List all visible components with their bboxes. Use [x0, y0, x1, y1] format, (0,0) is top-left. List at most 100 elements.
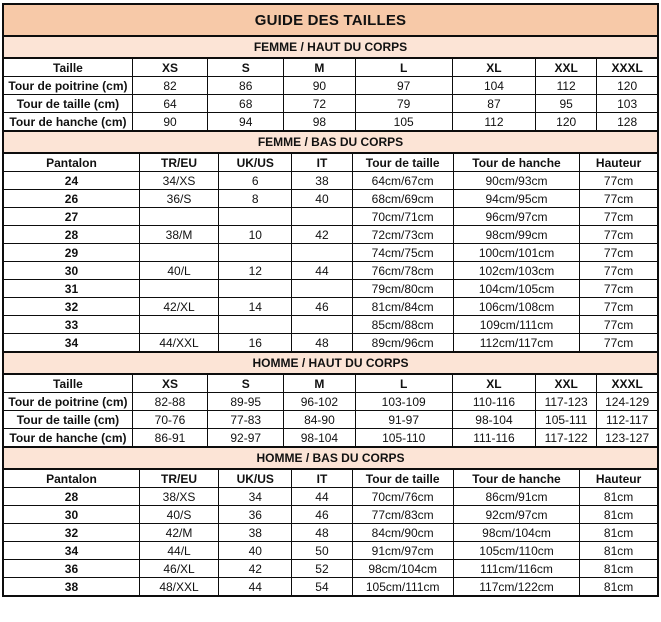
data-cell: 77cm [579, 171, 658, 190]
data-cell: 97 [354, 76, 453, 95]
data-cell [218, 315, 293, 334]
data-cell: 98cm/99cm [452, 225, 581, 244]
table-row: 36 46/XL 42 52 98cm/104cm 111cm/116cm 81cm [3, 559, 658, 578]
data-cell: 90cm/93cm [452, 171, 581, 190]
table-row: Tour de taille (cm) 64 68 72 79 87 95 103 [3, 94, 658, 113]
row-header-cell: 28 [3, 225, 140, 244]
size-guide-sheet: GUIDE DES TAILLES FEMME / HAUT DU CORPS … [2, 3, 659, 597]
data-cell: 44 [291, 261, 353, 280]
column-header: Tour de taille [351, 469, 454, 488]
row-header-cell: 29 [3, 243, 140, 262]
data-cell: 46 [291, 297, 353, 316]
data-cell: 48/XXL [138, 577, 220, 596]
row-header-cell: 24 [3, 171, 140, 190]
data-cell: 42/XL [138, 297, 220, 316]
data-cell [291, 279, 353, 298]
data-cell: 81cm [579, 505, 658, 524]
data-cell: 81cm/84cm [351, 297, 454, 316]
data-cell: 105cm/110cm [452, 541, 581, 560]
data-cell: 98-104 [451, 410, 537, 429]
data-cell: 81cm [579, 541, 658, 560]
data-cell: 92cm/97cm [452, 505, 581, 524]
data-cell: 96cm/97cm [452, 207, 581, 226]
table-row: 38 48/XXL 44 54 105cm/111cm 117cm/122cm 81cm [3, 577, 658, 596]
header-row: Pantalon TR/EU UK/US IT Tour de taille Tour d… [3, 469, 658, 488]
data-cell: 12 [218, 261, 293, 280]
row-header-cell: 27 [3, 207, 140, 226]
row-header-cell: Tour de poitrine (cm) [3, 76, 133, 95]
column-header: M [283, 58, 356, 77]
column-header: Pantalon [3, 153, 140, 172]
data-cell [218, 243, 293, 262]
data-cell: 48 [291, 333, 353, 352]
data-cell: 42 [218, 559, 293, 578]
data-cell [218, 207, 293, 226]
data-cell: 77cm [579, 243, 658, 262]
table-row: 33 85cm/88cm 109cm/111cm 77cm [3, 315, 658, 334]
header-row: Taille XS S M L XL XXL XXXL [3, 58, 658, 77]
data-cell: 40/S [138, 505, 220, 524]
data-cell: 98-104 [283, 428, 356, 447]
column-header: Tour de taille [351, 153, 454, 172]
table-row: 30 40/S 36 46 77cm/83cm 92cm/97cm 81cm [3, 505, 658, 524]
data-cell: 36/S [138, 189, 220, 208]
data-cell: 98cm/104cm [452, 523, 581, 542]
data-cell: 111-116 [451, 428, 537, 447]
data-cell: 109cm/111cm [452, 315, 581, 334]
data-cell: 46 [291, 505, 353, 524]
table-femme-bas-du-corps: Pantalon TR/EU UK/US IT Tour de taille Tour d… [3, 153, 658, 353]
row-header-cell: Tour de hanche (cm) [3, 428, 133, 447]
data-cell: 38/XS [138, 487, 220, 506]
data-cell: 104 [451, 76, 537, 95]
data-cell: 105 [354, 112, 453, 131]
data-cell: 74cm/75cm [351, 243, 454, 262]
data-cell: 77cm [579, 189, 658, 208]
data-cell: 77cm [579, 315, 658, 334]
column-header: XXXL [596, 58, 658, 77]
column-header: XL [451, 374, 537, 393]
table-femme-haut-du-corps: Taille XS S M L XL XXL XXXL Tour de poitrine (cm… [3, 58, 658, 132]
data-cell: 38 [218, 523, 293, 542]
data-cell: 44 [291, 487, 353, 506]
table-row: 30 40/L 12 44 76cm/78cm 102cm/103cm 77cm [3, 261, 658, 280]
data-cell: 86cm/91cm [452, 487, 581, 506]
data-cell: 34/XS [138, 171, 220, 190]
data-cell: 68 [207, 94, 285, 113]
size-table: Taille XS S M L XL XXL XXXL Tour de poitrine (cm… [3, 58, 658, 131]
section-header-femme-bas-du-corps: FEMME / BAS DU CORPS [4, 132, 657, 154]
data-cell: 84cm/90cm [351, 523, 454, 542]
data-cell: 89-95 [207, 392, 285, 411]
column-header: XL [451, 58, 537, 77]
row-header-cell: 33 [3, 315, 140, 334]
column-header: TR/EU [138, 469, 220, 488]
column-header: UK/US [218, 469, 293, 488]
data-cell: 70-76 [131, 410, 209, 429]
data-cell: 68cm/69cm [351, 189, 454, 208]
data-cell: 92-97 [207, 428, 285, 447]
size-table: Taille XS S M L XL XXL XXXL Tour de poitrine (cm… [3, 374, 658, 447]
data-cell: 42 [291, 225, 353, 244]
data-cell: 40 [291, 189, 353, 208]
data-cell: 105-110 [354, 428, 453, 447]
table-row: 28 38/M 10 42 72cm/73cm 98cm/99cm 77cm [3, 225, 658, 244]
section-header-homme-haut-du-corps: HOMME / HAUT DU CORPS [4, 353, 657, 375]
data-cell: 95 [535, 94, 598, 113]
data-cell [138, 279, 220, 298]
column-header: XXXL [596, 374, 658, 393]
row-header-cell: 30 [3, 261, 140, 280]
data-cell: 112 [451, 112, 537, 131]
row-header-cell: 36 [3, 559, 140, 578]
data-cell: 112-117 [596, 410, 658, 429]
row-header-cell: 31 [3, 279, 140, 298]
data-cell: 76cm/78cm [351, 261, 454, 280]
data-cell: 120 [535, 112, 598, 131]
data-cell: 40 [218, 541, 293, 560]
column-header: Hauteur [579, 469, 658, 488]
data-cell: 89cm/96cm [351, 333, 454, 352]
header-row: Taille XS S M L XL XXL XXXL [3, 374, 658, 393]
data-cell: 110-116 [451, 392, 537, 411]
column-header: M [283, 374, 356, 393]
data-cell: 77cm [579, 333, 658, 352]
data-cell: 106cm/108cm [452, 297, 581, 316]
data-cell: 50 [291, 541, 353, 560]
